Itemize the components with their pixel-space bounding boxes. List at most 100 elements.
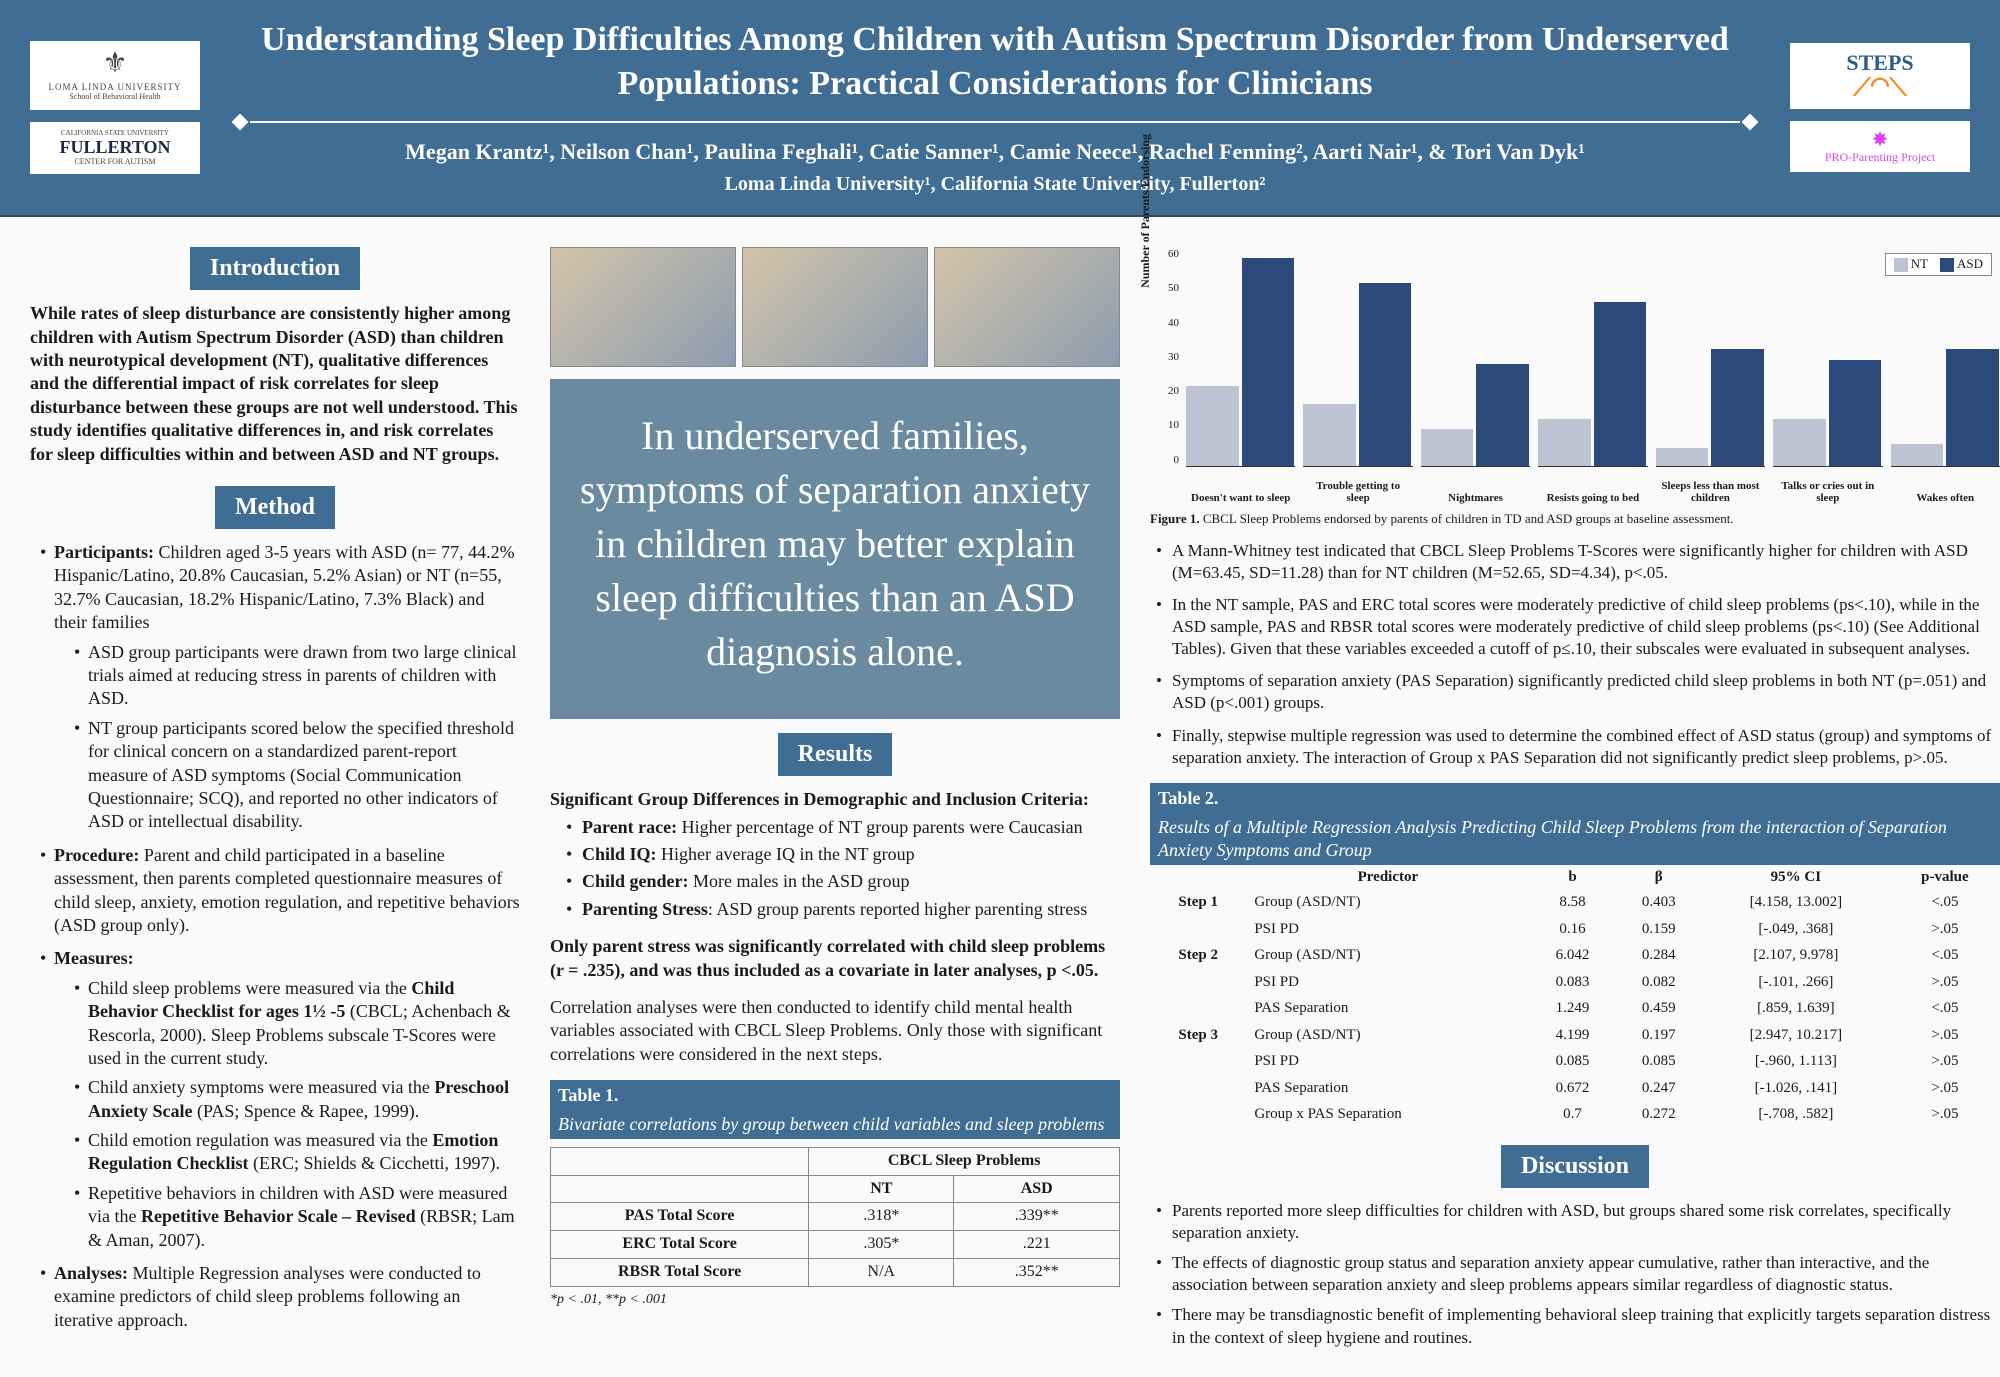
list-item: Child anxiety symptoms were measured via… <box>74 1076 520 1123</box>
table-row: Group x PAS Separation0.70.272[-.708, .5… <box>1150 1102 2000 1129</box>
right-column: Number of Parents Endorsing 605040302010… <box>1150 247 2000 1357</box>
list-item: Parents reported more sleep difficulties… <box>1156 1200 2000 1244</box>
right-bullets-list: A Mann-Whitney test indicated that CBCL … <box>1150 540 2000 769</box>
figure-caption: Figure 1. CBCL Sleep Problems endorsed b… <box>1150 511 2000 528</box>
introduction-text: While rates of sleep disturbance are con… <box>30 302 520 466</box>
list-item: A Mann-Whitney test indicated that CBCL … <box>1156 540 2000 584</box>
bar-group: Nightmares <box>1421 247 1530 467</box>
bar-nt <box>1186 386 1239 466</box>
authors: Megan Krantz¹, Neilson Chan¹, Paulina Fe… <box>230 138 1760 167</box>
bar-label: Doesn't want to sleep <box>1186 492 1295 504</box>
list-item: Finally, stepwise multiple regression wa… <box>1156 725 2000 769</box>
logo-pro-parenting: ✸ PRO-Parenting Project <box>1790 121 1970 172</box>
table1-col-nt: NT <box>809 1175 954 1203</box>
bar-label: Resists going to bed <box>1538 492 1647 504</box>
table-row: Step 3Group (ASD/NT)4.1990.197[2.947, 10… <box>1150 1022 2000 1049</box>
parent-stress-text: Only parent stress was significantly cor… <box>550 935 1120 982</box>
bar-group: Trouble getting to sleep <box>1303 247 1412 467</box>
center-column: In underserved families, symptoms of sep… <box>550 247 1120 1357</box>
bar-nt <box>1656 448 1709 466</box>
bar-nt <box>1891 444 1944 466</box>
correlation-note: Correlation analyses were then conducted… <box>550 996 1120 1066</box>
table2-title: Table 2. <box>1150 783 2000 814</box>
bar-asd <box>1829 360 1882 466</box>
bar-asd <box>1476 364 1529 466</box>
figure-label: Figure 1. <box>1150 511 1200 526</box>
list-item: Child gender: More males in the ASD grou… <box>560 870 1120 893</box>
measures-item: Measures: Child sleep problems were meas… <box>40 947 520 1252</box>
table1-title: Table 1. <box>550 1080 1120 1111</box>
table-row: Step 1Group (ASD/NT)8.580.403[4.158, 13.… <box>1150 890 2000 916</box>
poster-content: Introduction While rates of sleep distur… <box>0 217 2000 1377</box>
fullerton-name: FULLERTON <box>38 138 192 158</box>
table2-subtitle: Results of a Multiple Regression Analysi… <box>1150 814 2000 865</box>
bar-group: Resists going to bed <box>1538 247 1647 467</box>
steps-figures-icon: ⟋◠⟍ <box>1798 75 1962 101</box>
table1: CBCL Sleep Problems NTASD PAS Total Scor… <box>550 1147 1120 1287</box>
method-heading: Method <box>215 486 335 529</box>
bar-asd <box>1946 349 1999 466</box>
participants-label: Participants: <box>54 542 154 562</box>
fullerton-sub: CENTER FOR AUTISM <box>38 158 192 167</box>
bar-asd <box>1711 349 1764 466</box>
list-item: The effects of diagnostic group status a… <box>1156 1252 2000 1296</box>
group-diff-heading: Significant Group Differences in Demogra… <box>550 788 1120 811</box>
analyses-label: Analyses: <box>54 1263 128 1283</box>
bar-label: Sleeps less than most children <box>1656 480 1765 504</box>
list-item: In the NT sample, PAS and ERC total scor… <box>1156 594 2000 660</box>
main-callout: In underserved families, symptoms of sep… <box>550 379 1120 719</box>
table2-container: Table 2. Results of a Multiple Regressio… <box>1150 783 2000 1129</box>
bar-nt <box>1421 429 1474 465</box>
poster-title: Understanding Sleep Difficulties Among C… <box>230 18 1760 106</box>
table-row: ERC Total Score.305*.221 <box>551 1231 1120 1259</box>
participants-sub-list: ASD group participants were drawn from t… <box>54 641 520 834</box>
discussion-list: Parents reported more sleep difficulties… <box>1150 1200 2000 1349</box>
table-row: Step 2Group (ASD/NT)6.0420.284[2.107, 9.… <box>1150 943 2000 970</box>
table1-subtitle: Bivariate correlations by group between … <box>550 1111 1120 1138</box>
table-row: RBSR Total ScoreN/A.352** <box>551 1259 1120 1287</box>
list-item: ASD group participants were drawn from t… <box>74 641 520 711</box>
logos-right: STEPS ⟋◠⟍ ✸ PRO-Parenting Project <box>1790 43 1970 173</box>
bar-group: Doesn't want to sleep <box>1186 247 1295 467</box>
bar-asd <box>1594 302 1647 466</box>
bar-nt <box>1538 419 1591 466</box>
measures-label: Measures: <box>54 948 134 968</box>
list-item: NT group participants scored below the s… <box>74 717 520 834</box>
bar-asd <box>1242 258 1295 466</box>
bar-label: Talks or cries out in sleep <box>1773 480 1882 504</box>
table1-container: Table 1. Bivariate correlations by group… <box>550 1080 1120 1309</box>
logo-fullerton: CALIFORNIA STATE UNIVERSITY FULLERTON CE… <box>30 122 200 174</box>
table1-col-asd: ASD <box>954 1175 1120 1203</box>
table-row: PSI PD0.0850.085[-.960, 1.113]>.05 <box>1150 1049 2000 1076</box>
bar-nt <box>1303 404 1356 466</box>
bar-label: Trouble getting to sleep <box>1303 480 1412 504</box>
table-row: PAS Total Score.318*.339** <box>551 1203 1120 1231</box>
bar-group: Wakes often <box>1891 247 2000 467</box>
bar-asd <box>1359 283 1412 466</box>
introduction-heading: Introduction <box>190 247 360 290</box>
table-row: PAS Separation1.2490.459[.859, 1.639]<.0… <box>1150 996 2000 1023</box>
list-item: Repetitive behaviors in children with AS… <box>74 1182 520 1252</box>
photo-3 <box>934 247 1120 367</box>
photo-1 <box>550 247 736 367</box>
measures-sub-list: Child sleep problems were measured via t… <box>54 977 520 1252</box>
list-item: Symptoms of separation anxiety (PAS Sepa… <box>1156 670 2000 714</box>
discussion-heading: Discussion <box>1501 1145 1649 1188</box>
procedure-item: Procedure: Parent and child participated… <box>40 844 520 938</box>
list-item: Parent race: Higher percentage of NT gro… <box>560 816 1120 839</box>
logo-steps: STEPS ⟋◠⟍ <box>1790 43 1970 110</box>
procedure-label: Procedure: <box>54 845 139 865</box>
bar-group: Talks or cries out in sleep <box>1773 247 1882 467</box>
logo-llu: ⚜ LOMA LINDA UNIVERSITY School of Behavi… <box>30 41 200 110</box>
poster-header: ⚜ LOMA LINDA UNIVERSITY School of Behavi… <box>0 0 2000 217</box>
table1-superheader: CBCL Sleep Problems <box>809 1147 1120 1175</box>
table-row: PSI PD0.0830.082[-.101, .266]>.05 <box>1150 969 2000 996</box>
list-item: There may be transdiagnostic benefit of … <box>1156 1304 2000 1348</box>
divider-icon <box>230 116 1760 128</box>
bar-label: Wakes often <box>1891 492 2000 504</box>
bar-group: Sleeps less than most children <box>1656 247 1765 467</box>
photo-2 <box>742 247 928 367</box>
bar-chart: Number of Parents Endorsing 605040302010… <box>1150 247 2000 467</box>
logos-left: ⚜ LOMA LINDA UNIVERSITY School of Behavi… <box>30 41 200 175</box>
table-row: PAS Separation0.6720.247[-1.026, .141]>.… <box>1150 1075 2000 1102</box>
